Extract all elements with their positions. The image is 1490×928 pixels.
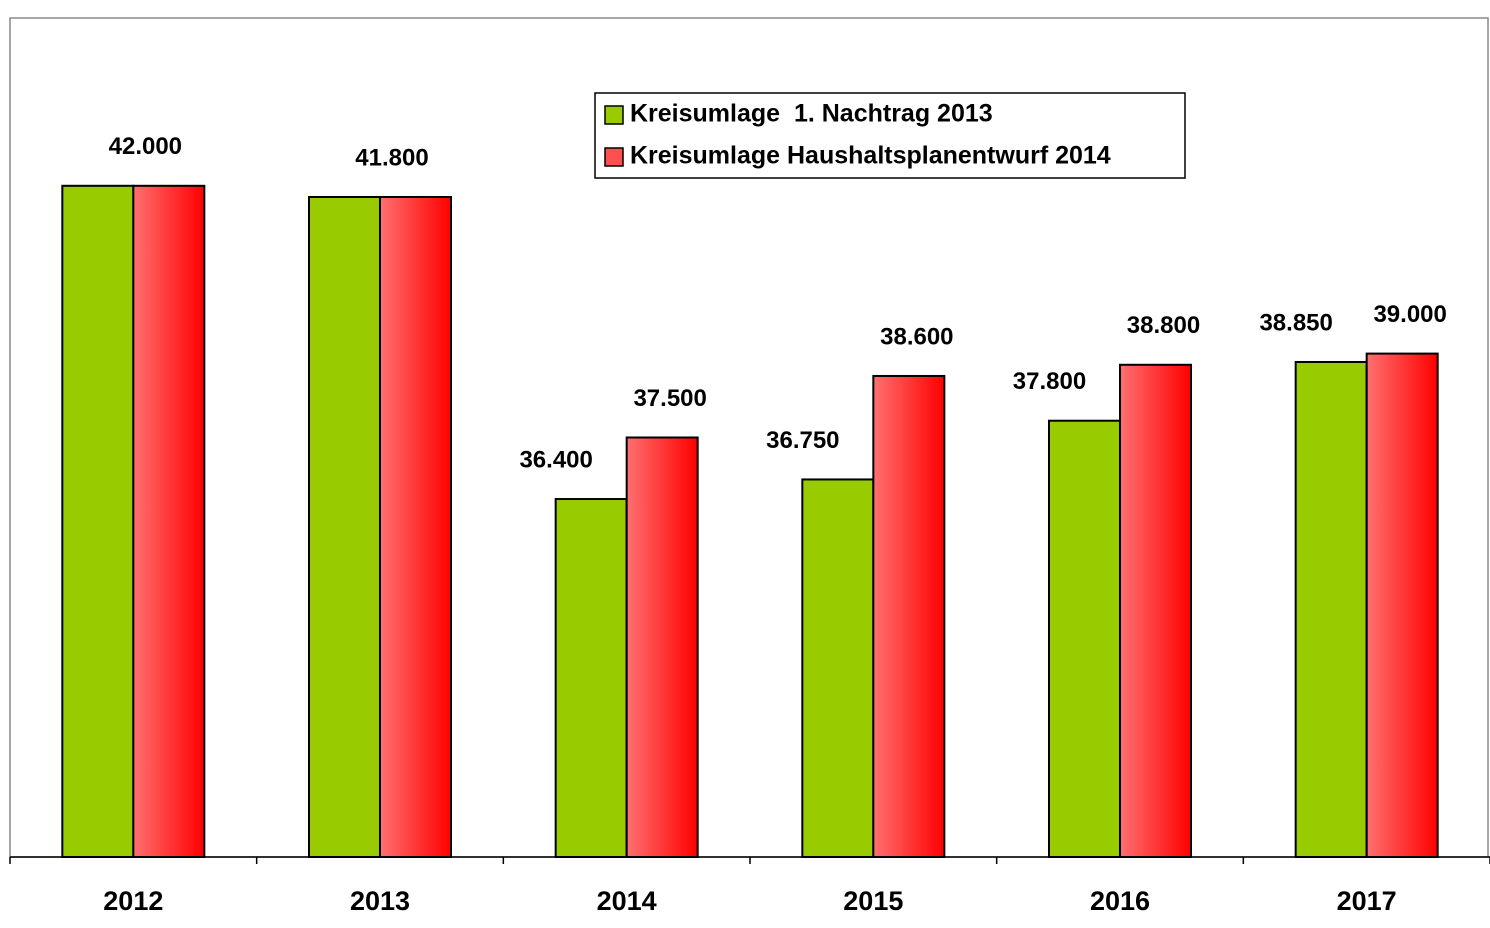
bar — [554, 498, 628, 858]
bar — [801, 478, 875, 858]
legend-swatch — [604, 105, 624, 125]
x-tick-label: 2015 — [843, 886, 903, 916]
bar — [872, 374, 946, 858]
x-tick-label: 2016 — [1090, 886, 1150, 916]
x-tick-label: 2014 — [597, 886, 657, 916]
bar — [625, 436, 699, 858]
bar — [1365, 352, 1439, 858]
legend-label: Kreisumlage 1. Nachtrag 2013 — [630, 100, 993, 128]
value-label: 38.600 — [880, 323, 953, 350]
x-tick-label: 2012 — [103, 886, 163, 916]
bar — [308, 195, 381, 858]
bar — [379, 195, 452, 858]
x-tick-label: 2013 — [350, 886, 410, 916]
value-label: 37.500 — [633, 385, 706, 412]
bar — [1048, 419, 1121, 858]
bar — [1119, 363, 1192, 858]
value-label: 38.850 — [1259, 309, 1332, 336]
bar — [61, 184, 135, 859]
legend-box — [594, 92, 1186, 179]
legend-label: Kreisumlage Haushaltsplanentwurf 2014 — [630, 142, 1111, 170]
value-label: 38.800 — [1127, 312, 1200, 339]
legend-swatch — [604, 147, 624, 167]
value-label: 42.000 — [109, 133, 182, 160]
bar — [1294, 360, 1368, 858]
bar — [132, 184, 206, 859]
value-label: 37.800 — [1013, 368, 1086, 395]
value-label: 39.000 — [1373, 301, 1446, 328]
value-label: 36.750 — [766, 427, 839, 454]
value-label: 41.800 — [355, 144, 428, 171]
x-tick-label: 2017 — [1337, 886, 1397, 916]
value-label: 36.400 — [519, 446, 592, 473]
